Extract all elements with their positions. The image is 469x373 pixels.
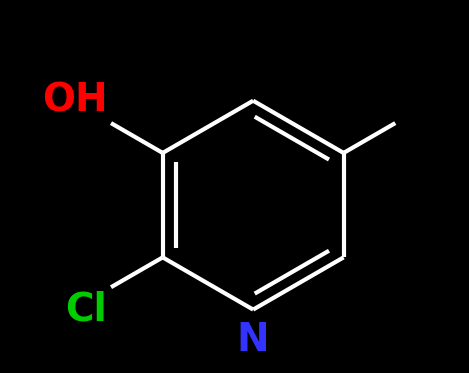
Text: OH: OH (42, 81, 107, 119)
Text: N: N (237, 321, 270, 359)
Text: Cl: Cl (66, 291, 107, 329)
